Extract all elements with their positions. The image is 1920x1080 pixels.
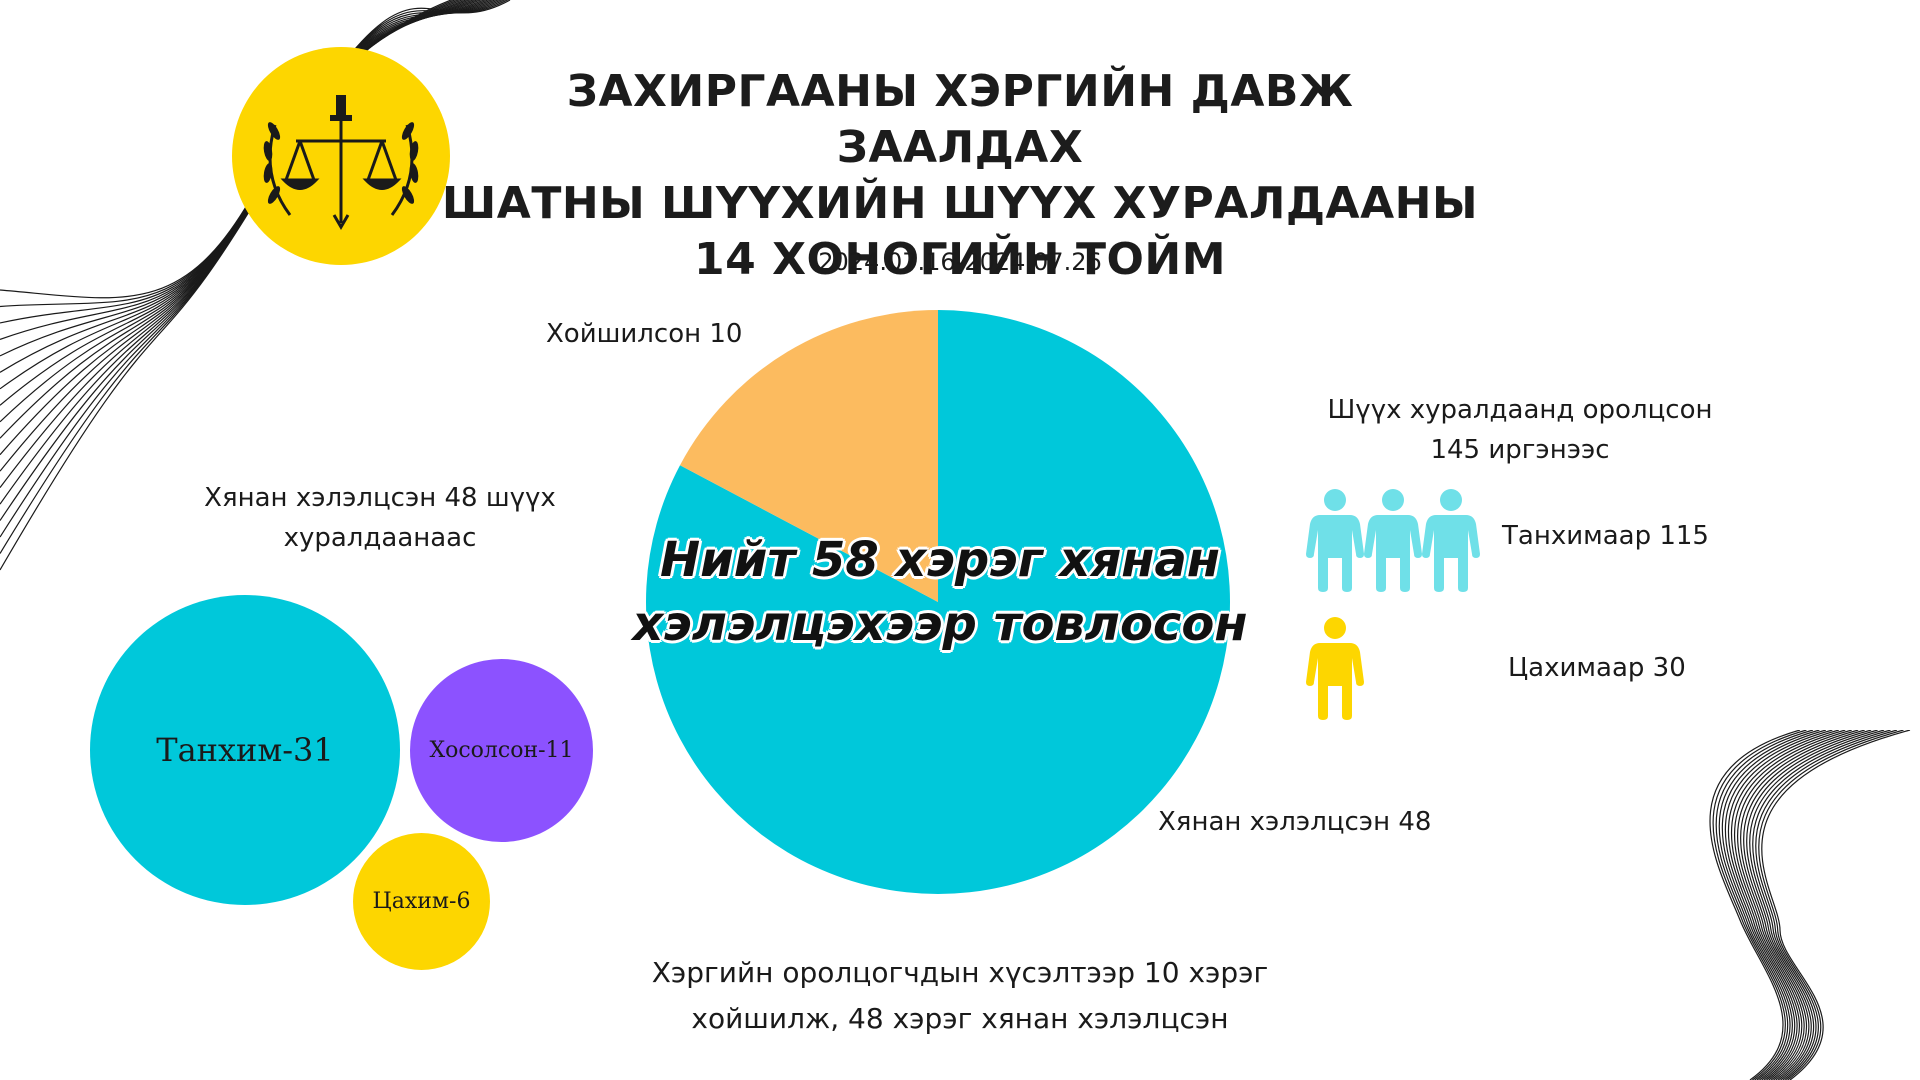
pie-center-line-1: Нийт 58 хэрэг хянан [660, 532, 1220, 588]
footer-line-2: хойшилж, 48 хэрэг хянан хэлэлцсэн [691, 1002, 1229, 1035]
footer-line-1: Хэргийн оролцогчдын хүсэлтээр 10 хэрэг [651, 956, 1269, 989]
wave-line [1727, 730, 1839, 1080]
person-icon [1306, 617, 1364, 720]
wave-line [1755, 730, 1898, 1080]
wave-line [1715, 730, 1814, 1080]
wave-line [1736, 730, 1859, 1080]
wave-line [1761, 730, 1911, 1080]
wave-line [1718, 730, 1820, 1080]
pie-label-postponed: Хойшилсон 10 [546, 319, 743, 349]
title-line-3: 14 ХОНОГИЙН ТОЙМ [694, 234, 1226, 285]
person-icon [1422, 489, 1480, 592]
date-range: 2024.07.16-2024.07.26 [818, 248, 1102, 276]
wave-line [1724, 730, 1833, 1080]
pie-center-line-2: хэлэлцэхээр товлосон [632, 596, 1248, 652]
wave-line [1730, 730, 1846, 1080]
wave-line [1749, 730, 1885, 1080]
wave-line [1743, 730, 1872, 1080]
wave-decoration-right [1709, 730, 1911, 1080]
bubble-online-label: Цахим-6 [372, 889, 471, 914]
wave-line [1733, 730, 1852, 1080]
right-heading-line-2: 145 иргэнээс [1430, 435, 1610, 465]
participants-in-person: Танхимаар 115 [1502, 521, 1709, 551]
bubble-chamber: Танхим-31 [90, 595, 400, 905]
person-icon [1306, 489, 1364, 592]
pie-label-reviewed: Хянан хэлэлцсэн 48 [1158, 807, 1432, 837]
wave-line [1709, 730, 1801, 1080]
right-heading: Шүүх хуралдаанд оролцсон 145 иргэнээс [1290, 390, 1750, 470]
right-heading-line-1: Шүүх хуралдаанд оролцсон [1327, 395, 1713, 425]
left-heading: Хянан хэлэлцсэн 48 шүүх хуралдаанаас [140, 478, 620, 558]
pie-center-caption: Нийт 58 хэрэг хянан хэлэлцэхээр товлосон [620, 528, 1260, 656]
bubble-chamber-label: Танхим-31 [156, 731, 334, 769]
person-icon [1364, 489, 1422, 592]
wave-line [1746, 730, 1878, 1080]
bubble-online: Цахим-6 [353, 833, 490, 970]
pie-slice-postponed [680, 310, 938, 602]
bubble-mixed: Хосолсон-11 [410, 659, 593, 842]
wave-line [1758, 730, 1904, 1080]
left-heading-line-2: хуралдаанаас [283, 523, 477, 553]
page-title: ЗАХИРГААНЫ ХЭРГИЙН ДАВЖ ЗААЛДАХ ШАТНЫ ШҮ… [440, 64, 1480, 288]
footer-summary: Хэргийн оролцогчдын хүсэлтээр 10 хэрэг х… [560, 950, 1360, 1042]
court-emblem-icon [232, 47, 450, 265]
wave-line [1712, 730, 1807, 1080]
title-line-1: ЗАХИРГААНЫ ХЭРГИЙН ДАВЖ ЗААЛДАХ [566, 66, 1354, 173]
wave-line [1752, 730, 1891, 1080]
title-line-2: ШАТНЫ ШҮҮХИЙН ШҮҮХ ХУРАЛДААНЫ [441, 178, 1479, 229]
pie-chart [646, 310, 1230, 894]
bubble-mixed-label: Хосолсон-11 [429, 738, 574, 763]
participants-online: Цахимаар 30 [1508, 653, 1686, 683]
wave-line [1740, 730, 1865, 1080]
wave-line [1721, 730, 1827, 1080]
left-heading-line-1: Хянан хэлэлцсэн 48 шүүх [204, 483, 556, 513]
